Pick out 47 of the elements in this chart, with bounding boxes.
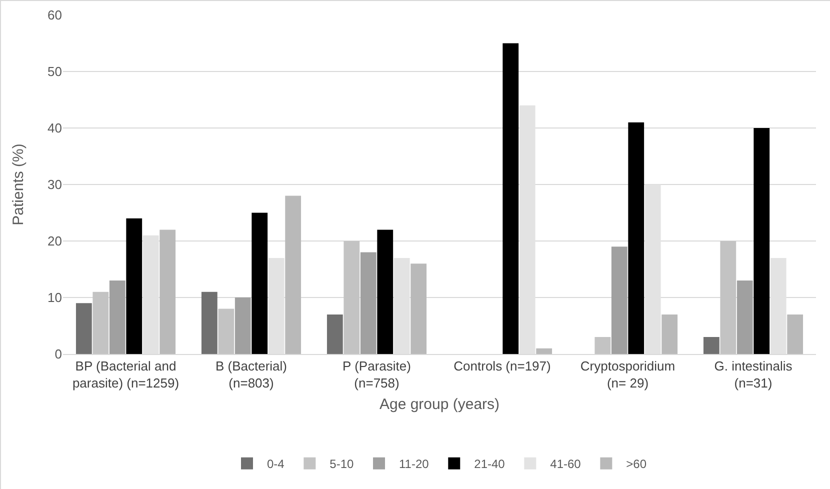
bar — [109, 280, 126, 354]
y-tick-label: 50 — [48, 64, 62, 80]
y-tick-label: 0 — [54, 346, 62, 362]
bar — [234, 298, 251, 354]
y-tick-label: 40 — [48, 120, 62, 136]
bar — [754, 128, 770, 354]
bar — [126, 218, 142, 354]
x-tick-label: BP (Bacterial and parasite) (n=1259) — [72, 358, 180, 390]
bar — [536, 348, 552, 354]
bar — [611, 246, 628, 354]
bar — [285, 196, 302, 354]
bar — [377, 230, 394, 354]
bar — [628, 122, 644, 354]
bar — [720, 241, 736, 354]
bar — [201, 292, 218, 354]
x-tick-label: P (Parasite) (n=758) — [342, 358, 411, 390]
y-tick-label: 10 — [48, 290, 62, 306]
bar — [76, 303, 92, 354]
legend-label: 5-10 — [330, 457, 354, 472]
y-tick-label: 20 — [48, 234, 62, 249]
x-axis-title: Age group (years) — [379, 396, 500, 413]
bar — [92, 292, 109, 354]
bar — [787, 314, 804, 354]
legend-label: 11-20 — [399, 457, 430, 472]
x-tick-label: G. intestinalis (n=31) — [714, 358, 793, 390]
legend-label: 41-60 — [550, 457, 582, 472]
bar — [736, 280, 753, 354]
bar — [160, 230, 176, 354]
x-tick-label: B (Bacterial) (n=803) — [215, 358, 288, 390]
bar — [344, 241, 360, 354]
bar — [360, 252, 376, 354]
y-tick-label: 30 — [48, 177, 62, 192]
bar — [703, 337, 720, 354]
x-tick-label: Cryptosporidium (n= 29) — [580, 358, 676, 390]
bar — [410, 264, 427, 354]
bar — [662, 314, 678, 354]
bar — [326, 314, 343, 354]
x-tick-label: Controls (n=197) — [454, 358, 551, 374]
bar — [252, 212, 268, 354]
y-tick-label: 60 — [48, 8, 62, 23]
legend-label: 0-4 — [267, 457, 285, 472]
legend-label: >60 — [626, 457, 647, 472]
bar — [502, 43, 519, 354]
y-axis-title: Patients (%) — [10, 144, 27, 226]
bar — [594, 337, 611, 354]
bar — [218, 308, 234, 354]
legend-label: 21-40 — [474, 457, 506, 472]
